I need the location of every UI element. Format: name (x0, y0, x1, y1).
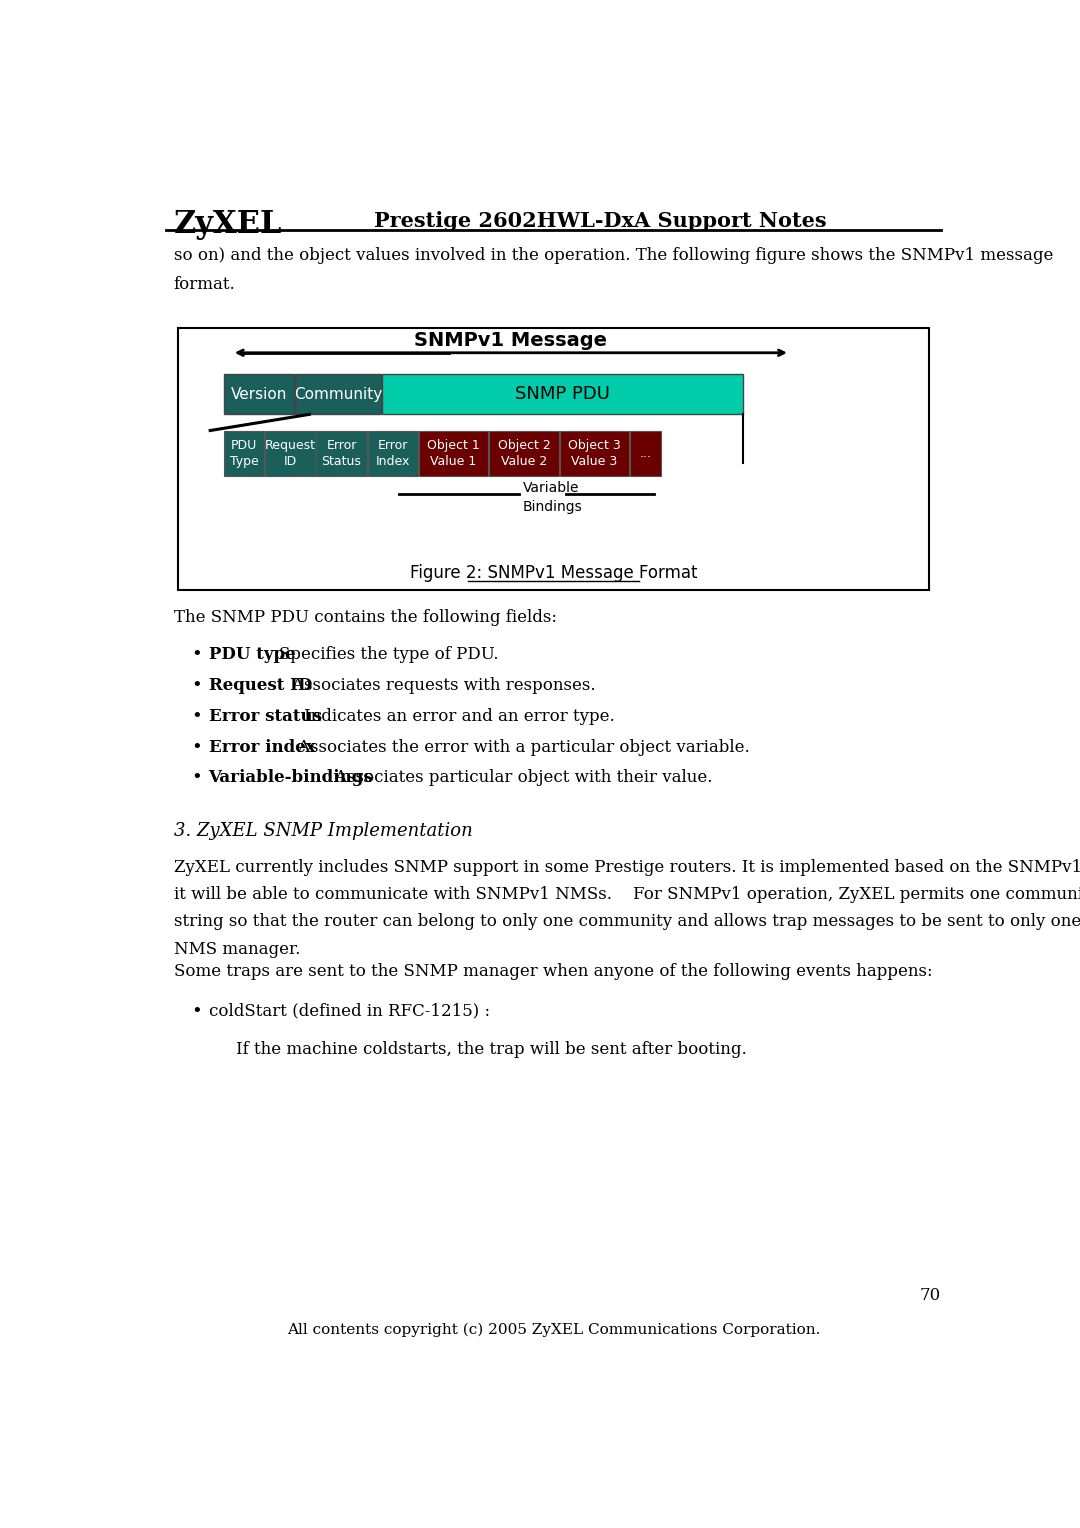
Bar (419, 431, 488, 475)
Text: Error
Index: Error Index (376, 439, 410, 468)
Bar (225, 374, 294, 414)
Text: coldStart (defined in RFC-1215) :: coldStart (defined in RFC-1215) : (208, 1002, 489, 1019)
Text: Specifies the type of PDU.: Specifies the type of PDU. (258, 646, 499, 663)
Text: Prestige 2602HWL-DxA Support Notes: Prestige 2602HWL-DxA Support Notes (374, 211, 826, 231)
Text: Error
Status: Error Status (322, 439, 362, 468)
Text: If the machine coldstarts, the trap will be sent after booting.: If the machine coldstarts, the trap will… (235, 1041, 746, 1057)
Bar (316, 431, 367, 475)
Bar (382, 374, 743, 414)
Text: Error index: Error index (208, 738, 315, 755)
Bar (367, 431, 418, 475)
Text: •: • (191, 707, 202, 726)
Text: Figure 2: SNMPv1 Message Format: Figure 2: SNMPv1 Message Format (409, 564, 698, 582)
Text: SNMPv1 Message: SNMPv1 Message (415, 332, 607, 350)
Text: Variable-bindings: Variable-bindings (208, 769, 374, 787)
Text: PDU type: PDU type (208, 646, 295, 663)
Text: Indicates an error and an error type.: Indicates an error and an error type. (283, 707, 615, 724)
Text: Object 1
Value 1: Object 1 Value 1 (428, 439, 480, 468)
Text: •: • (191, 1002, 202, 1021)
Text: All contents copyright (c) 2005 ZyXEL Communications Corporation.: All contents copyright (c) 2005 ZyXEL Co… (287, 1323, 820, 1337)
Text: Some traps are sent to the SNMP manager when anyone of the following events happ: Some traps are sent to the SNMP manager … (174, 963, 932, 979)
Text: Object 2
Value 2: Object 2 Value 2 (498, 439, 551, 468)
Text: ZyXEL currently includes SNMP support in some Prestige routers. It is implemente: ZyXEL currently includes SNMP support in… (174, 859, 1080, 958)
Text: Variable
Bindings: Variable Bindings (523, 481, 582, 515)
Text: Associates particular object with their value.: Associates particular object with their … (314, 769, 713, 787)
Text: Object 3
Value 3: Object 3 Value 3 (568, 439, 621, 468)
Text: •: • (191, 677, 202, 695)
Text: Associates the error with a particular object variable.: Associates the error with a particular o… (276, 738, 750, 755)
Text: SNMP PDU: SNMP PDU (515, 385, 610, 403)
Bar (177, 329, 930, 590)
Text: ...: ... (639, 446, 651, 460)
Text: Request ID: Request ID (208, 677, 312, 694)
Text: 3. ZyXEL SNMP Implementation: 3. ZyXEL SNMP Implementation (174, 822, 473, 840)
Text: •: • (191, 738, 202, 756)
Text: ZyXEL: ZyXEL (174, 209, 282, 240)
Text: Version: Version (231, 387, 287, 402)
Text: •: • (191, 769, 202, 787)
Text: The SNMP PDU contains the following fields:: The SNMP PDU contains the following fiel… (174, 610, 557, 626)
Text: PDU
Type: PDU Type (230, 439, 258, 468)
Bar (631, 431, 661, 475)
Bar (296, 374, 380, 414)
Text: Associates requests with responses.: Associates requests with responses. (271, 677, 595, 694)
Text: Request
ID: Request ID (265, 439, 315, 468)
Text: Community: Community (294, 387, 382, 402)
Text: Error status: Error status (208, 707, 322, 724)
Text: •: • (191, 646, 202, 665)
Text: 70: 70 (920, 1287, 941, 1303)
Bar (489, 431, 559, 475)
Text: so on) and the object values involved in the operation. The following figure sho: so on) and the object values involved in… (174, 248, 1053, 293)
Bar (559, 431, 630, 475)
Bar (225, 431, 265, 475)
Bar (266, 431, 315, 475)
